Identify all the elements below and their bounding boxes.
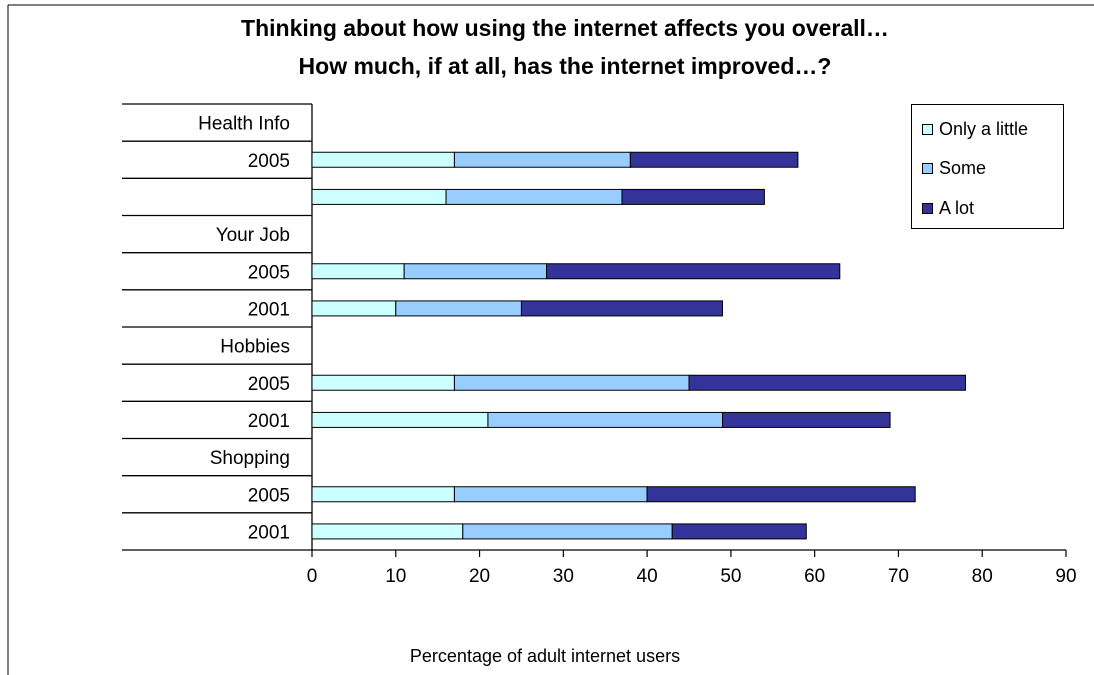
x-tick-label: 20	[469, 566, 490, 587]
row-label: Hobbies	[220, 337, 290, 358]
legend-label-a-lot: A lot	[939, 197, 975, 218]
bar-segment-a-lot	[546, 263, 841, 280]
bar-segment-only-a-little	[311, 486, 455, 503]
bar-segment-some	[445, 188, 623, 205]
row-label: 2005	[248, 262, 290, 283]
x-tick-label: 50	[720, 566, 741, 587]
bar-segment-only-a-little	[311, 374, 455, 391]
row-label: 2005	[248, 374, 290, 395]
bar-segment-some	[453, 486, 648, 503]
bar-segment-a-lot	[722, 411, 891, 428]
legend-label-only-a-little: Only a little	[939, 118, 1029, 139]
bar-segment-only-a-little	[311, 151, 455, 168]
row-label: Your Job	[216, 225, 290, 246]
x-axis-title: Percentage of adult internet users	[410, 646, 680, 666]
bar-segment-some	[403, 263, 548, 280]
bar-segment-a-lot	[646, 486, 916, 503]
row-label: 2001	[248, 299, 290, 320]
bar-segment-a-lot	[688, 374, 966, 391]
legend-item-a-lot: A lot	[922, 196, 974, 220]
bar-segment-a-lot	[520, 300, 724, 317]
row-label: 2001	[248, 411, 290, 432]
bar-segment-a-lot	[621, 188, 765, 205]
bar-segment-only-a-little	[311, 188, 447, 205]
legend-item-only-a-little: Only a little	[922, 117, 1028, 141]
bar-segment-some	[462, 523, 673, 540]
legend-label-some: Some	[939, 157, 987, 178]
legend-swatch-only-a-little	[922, 123, 933, 135]
legend-swatch-a-lot	[922, 202, 933, 214]
bar-segment-a-lot	[629, 151, 799, 168]
legend-item-some: Some	[922, 156, 986, 180]
legend-swatch-some	[922, 162, 933, 174]
row-label: 2005	[248, 485, 290, 506]
row-label: 2001	[248, 522, 290, 543]
bar-segment-only-a-little	[311, 523, 464, 540]
row-label: Shopping	[210, 448, 290, 469]
bar-segment-some	[453, 151, 631, 168]
row-label: Health Info	[198, 114, 290, 135]
x-tick-label: 90	[1055, 566, 1076, 587]
bar-segment-a-lot	[671, 523, 807, 540]
x-tick-label: 40	[637, 566, 658, 587]
x-tick-label: 60	[804, 566, 825, 587]
x-tick-label: 30	[553, 566, 574, 587]
x-tick-label: 10	[385, 566, 406, 587]
chart-subtitle: How much, if at all, has the internet im…	[298, 53, 832, 79]
chart-title: Thinking about how using the internet af…	[241, 15, 889, 41]
bar-segment-some	[453, 374, 690, 391]
x-tick-label: 80	[972, 566, 993, 587]
bar-segment-only-a-little	[311, 300, 397, 317]
x-tick-label: 70	[888, 566, 909, 587]
bar-segment-only-a-little	[311, 411, 489, 428]
row-label: 2005	[248, 151, 290, 172]
chart-legend: Only a little Some A lot	[911, 104, 1064, 229]
bar-segment-some	[487, 411, 724, 428]
x-tick-label: 0	[307, 566, 318, 587]
bar-segment-only-a-little	[311, 263, 405, 280]
bar-segment-some	[395, 300, 522, 317]
